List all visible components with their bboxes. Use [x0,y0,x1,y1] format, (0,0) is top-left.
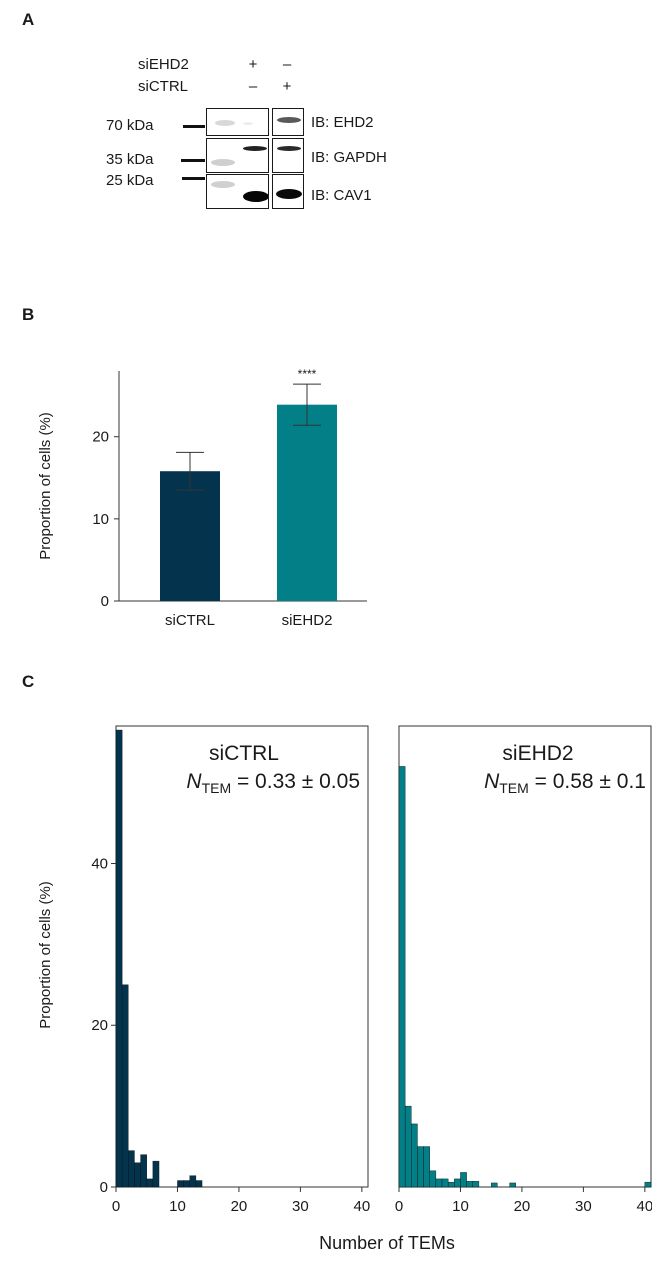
siehd2-bin [490,1182,498,1188]
ib-label-ehd2: IB: EHD2 [311,114,374,131]
sictrl-bin [128,1150,135,1188]
marker-label-70: 70 kDa [106,117,154,134]
sign-sictrl-lane1: – [248,78,258,95]
blot-ehd2-right [272,108,304,136]
bar-chart-proportion: 0 10 20 siCTRL siEHD2 **** Proportion of cells… [37,367,367,629]
sictrl-bin [134,1162,141,1188]
x-axis-label-c: Number of TEMs [319,1233,455,1253]
sictrl-bin [146,1178,154,1188]
sictrl-n-tem-annotation: NTEM = 0.33 ± 0.05 [186,770,360,796]
y-tick-label: 10 [92,511,109,528]
siehd2-bin [460,1172,467,1188]
siehd2-bin [472,1181,480,1188]
sictrl-bin [177,1180,184,1188]
bar-siEHD2 [277,404,337,601]
siehd2-x-tick-label: 0 [395,1198,403,1215]
siehd2-bin [435,1178,443,1188]
siehd2-x-tick-label: 10 [452,1198,469,1215]
siehd2-bin [417,1146,424,1188]
marker-label-35: 35 kDa [106,151,154,168]
sictrl-frame [115,725,369,1188]
sictrl-x-tick-label: 40 [354,1198,371,1215]
sictrl-bin [115,729,123,1188]
marker-tick-35 [181,159,205,162]
sign-siehd2-lane1: + [248,56,258,73]
sictrl-bin [189,1175,197,1188]
sictrl-title: siCTRL [209,742,279,765]
siehd2-bin [398,766,406,1188]
sign-siehd2-lane2: – [282,56,292,73]
y-tick-label: 20 [92,429,109,446]
blot-cav1-right [272,174,304,209]
sictrl-x-tick-label: 10 [169,1198,186,1215]
siehd2-x-tick-label: 40 [637,1198,652,1215]
blot-ehd2-left [206,108,269,136]
ib-label-gapdh: IB: GAPDH [311,149,387,166]
condition-label-sictrl: siCTRL [138,78,189,95]
siehd2-x-tick-label: 20 [514,1198,531,1215]
panel-letter-c: C [22,672,35,691]
siehd2-bin [466,1181,473,1188]
siehd2-bin [404,1105,412,1188]
panel-letter-a: A [22,10,35,29]
marker-label-25: 25 kDa [106,172,154,189]
sign-sictrl-lane2: + [282,78,292,95]
ib-label-cav1: IB: CAV1 [311,187,372,204]
panel-letter-b: B [22,305,35,324]
x-tick-label-siCTRL: siCTRL [165,612,215,629]
siehd2-bin [423,1146,430,1188]
siehd2-bin [454,1178,461,1188]
x-tick-label-siEHD2: siEHD2 [282,612,333,629]
sictrl-x-tick-label: 0 [112,1198,120,1215]
blot-cav1-left [206,174,269,209]
sictrl-y-tick-label: 0 [100,1179,108,1196]
sictrl-y-tick-label: 20 [91,1017,108,1034]
sictrl-bin [152,1160,160,1188]
siehd2-bin [429,1170,437,1188]
blot-gapdh-left [206,138,269,173]
marker-tick-70 [183,125,205,128]
y-axis-label-c: Proportion of cells (%) [37,881,54,1029]
siehd2-title: siEHD2 [502,742,573,765]
condition-label-siehd2: siEHD2 [138,56,189,73]
sictrl-bin [183,1180,190,1188]
y-tick-label: 0 [101,593,109,610]
blot-gapdh-right [272,138,304,173]
siehd2-n-tem-annotation: NTEM = 0.58 ± 0.1 [484,770,646,796]
bar-siCTRL [160,471,220,601]
siehd2-bin [411,1123,418,1188]
siehd2-x-tick-label: 30 [575,1198,592,1215]
marker-tick-25 [182,177,205,180]
sictrl-y-tick-label: 40 [91,855,108,872]
sictrl-bin [195,1180,203,1188]
siehd2-bin [644,1181,652,1188]
sictrl-bin [140,1154,147,1188]
sictrl-x-tick-label: 30 [292,1198,309,1215]
y-axis-label: Proportion of cells (%) [37,412,54,560]
sictrl-x-tick-label: 20 [231,1198,248,1215]
histogram-siehd2: 0 10 20 30 40 siEHD2 NTEM = 0.58 ± 0.1 Number o… [319,725,652,1253]
histogram-sictrl: 0 10 20 30 40 0 20 40 siCTRL NTEM = 0.33 ± 0.05 Pr… [37,725,371,1215]
significance-label: **** [298,367,317,381]
sictrl-bin [121,984,129,1188]
siehd2-bin [509,1182,516,1188]
siehd2-bin [447,1181,455,1188]
siehd2-bin [441,1178,449,1188]
